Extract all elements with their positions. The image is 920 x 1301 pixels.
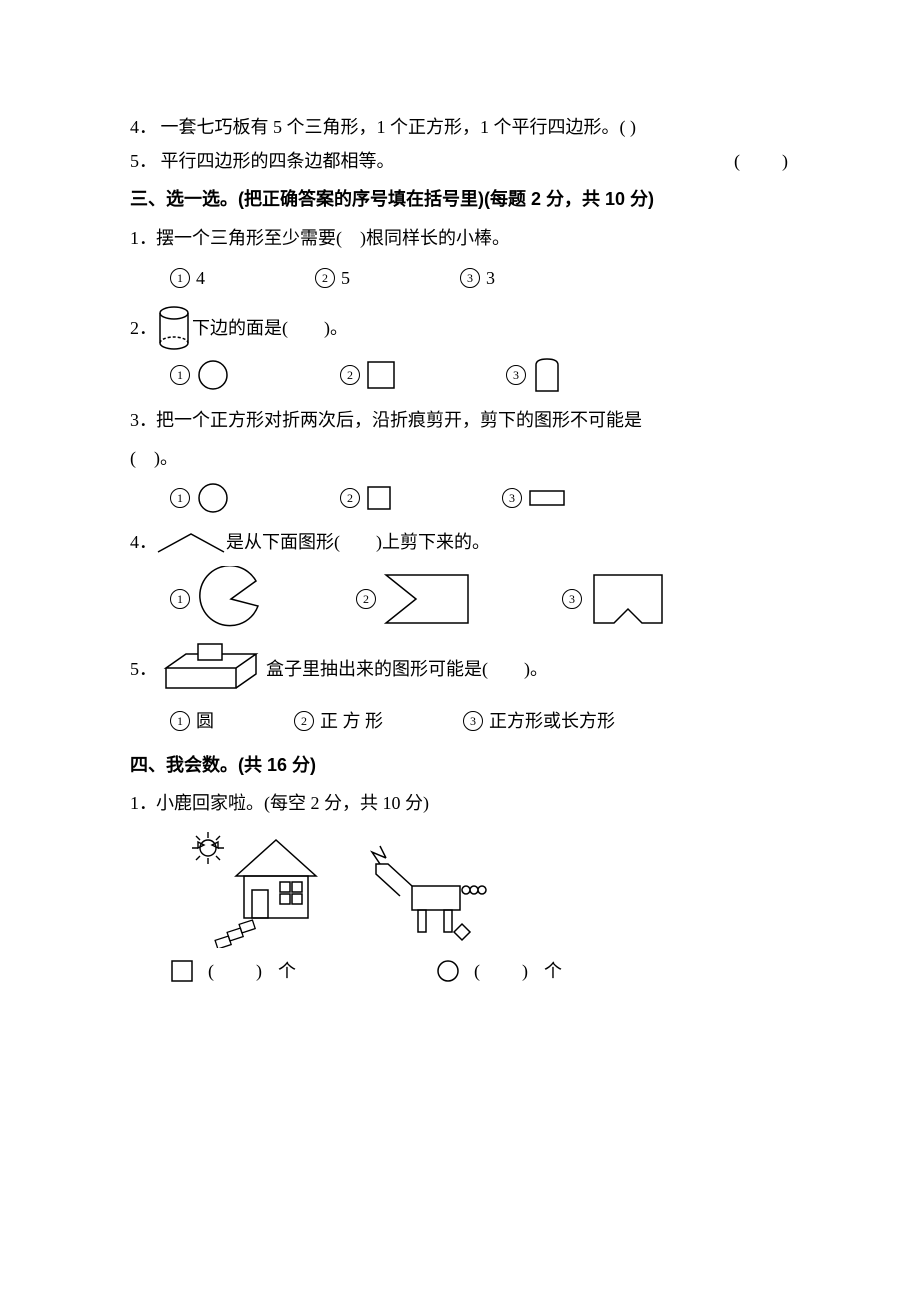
s4-q1-ans2-suffix: 个: [544, 954, 562, 988]
s4-q1-ans1-suffix: 个: [278, 954, 296, 988]
rounded-rect-option-icon: [532, 357, 562, 393]
s3-q4: 4． 是从下面图形( )上剪下来的。: [130, 525, 790, 559]
s3-q3-paren[interactable]: ( )。: [130, 441, 178, 475]
section3-heading: 三、选一选。(把正确答案的序号填在括号里)(每题 2 分，共 10 分): [130, 182, 790, 216]
circle-option-icon: [196, 481, 230, 515]
triangle-top-icon: [156, 530, 226, 554]
s4-q1-num: 1．: [130, 786, 156, 820]
s3-q5-opt2[interactable]: 2正 方 形: [294, 704, 383, 738]
s4-q1: 1． 小鹿回家啦。(每空 2 分，共 10 分): [130, 786, 790, 820]
square-option-icon: [366, 360, 396, 390]
s3-q5-text: 盒子里抽出来的图形可能是( )。: [266, 652, 548, 686]
path-tiles-icon: [215, 920, 255, 948]
s3-q5-num: 5．: [130, 652, 156, 686]
s3-q2-opt1[interactable]: 1: [170, 358, 230, 392]
s3-q2-num: 2．: [130, 311, 156, 345]
bottom-notch-icon: [588, 571, 668, 627]
circled-3-icon: 3: [460, 268, 480, 288]
circled-1-icon: 1: [170, 589, 190, 609]
s4-q1-answers: ( ) 个 ( ) 个: [130, 954, 790, 988]
s3-q3-opt3[interactable]: 3: [502, 488, 566, 508]
circled-1-icon: 1: [170, 488, 190, 508]
s3-q5: 5． 盒子里抽出来的图形可能是( )。: [130, 642, 790, 698]
prev-q4-text: 一套七巧板有 5 个三角形，1 个正方形，1 个平行四边形。( ): [161, 117, 637, 137]
s3-q1-options: 14 25 33: [130, 261, 790, 295]
box-slot-icon: [156, 642, 266, 698]
s4-q1-ans1-paren[interactable]: ( ): [208, 954, 264, 988]
s3-q1-opt1[interactable]: 14: [170, 261, 205, 295]
circled-3-icon: 3: [562, 589, 582, 609]
s3-q5-opt3[interactable]: 3正方形或长方形: [463, 704, 615, 738]
s3-q5-opt1[interactable]: 1圆: [170, 704, 214, 738]
s3-q1-opt3[interactable]: 33: [460, 261, 495, 295]
sun-icon: [192, 832, 224, 864]
circled-3-icon: 3: [506, 365, 526, 385]
prev-q5-num: 5．: [130, 144, 156, 178]
s4-q1-illustration: [130, 828, 790, 948]
s3-q1: 1． 摆一个三角形至少需要( )根同样长的小棒。: [130, 221, 790, 255]
circled-3-icon: 3: [502, 488, 522, 508]
s3-q2: 2． 下边的面是( )。: [130, 305, 790, 351]
s3-q4-opt1[interactable]: 1: [170, 566, 266, 632]
s3-q1-opt2[interactable]: 25: [315, 261, 350, 295]
circled-2-icon: 2: [340, 365, 360, 385]
s3-q2-opt3[interactable]: 3: [506, 357, 562, 393]
circled-1-icon: 1: [170, 711, 190, 731]
s3-q3-opt1[interactable]: 1: [170, 481, 230, 515]
s3-q3-num: 3．: [130, 403, 156, 437]
s3-q4-opt3[interactable]: 3: [562, 571, 668, 627]
s3-q5-options: 1圆 2正 方 形 3正方形或长方形: [130, 704, 790, 738]
s3-q2-opt2[interactable]: 2: [340, 360, 396, 390]
s3-q3-options: 1 2 3: [130, 481, 790, 515]
prev-q5-text: 平行四边形的四条边都相等。: [161, 151, 395, 171]
prev-q5-paren[interactable]: ( ): [734, 144, 790, 178]
square-icon: [170, 959, 194, 983]
s4-q1-ans-circle: ( ) 个: [436, 954, 562, 988]
prev-q4-line: 4． 一套七巧板有 5 个三角形，1 个正方形，1 个平行四边形。( ): [130, 110, 790, 144]
s4-q1-text: 小鹿回家啦。(每空 2 分，共 10 分): [156, 786, 429, 820]
circled-1-icon: 1: [170, 365, 190, 385]
s3-q3-text: 把一个正方形对折两次后，沿折痕剪开，剪下的图形不可能是: [156, 403, 642, 437]
cylinder-icon: [156, 305, 192, 351]
circled-1-icon: 1: [170, 268, 190, 288]
s3-q4-text: 是从下面图形( )上剪下来的。: [226, 525, 490, 559]
s3-q2-text: 下边的面是( )。: [192, 311, 348, 345]
s3-q1-num: 1．: [130, 221, 156, 255]
circled-2-icon: 2: [315, 268, 335, 288]
pacman-icon: [196, 566, 266, 632]
circled-2-icon: 2: [356, 589, 376, 609]
circled-3-icon: 3: [463, 711, 483, 731]
s3-q3: 3． 把一个正方形对折两次后，沿折痕剪开，剪下的图形不可能是: [130, 403, 790, 437]
s4-q1-ans2-paren[interactable]: ( ): [474, 954, 530, 988]
rect-option-icon: [528, 489, 566, 507]
s3-q4-options: 1 2 3: [130, 566, 790, 632]
circle-icon: [436, 959, 460, 983]
s3-q4-num: 4．: [130, 525, 156, 559]
section4-heading: 四、我会数。(共 16 分): [130, 748, 790, 782]
circled-2-icon: 2: [340, 488, 360, 508]
prev-q5-line: 5． 平行四边形的四条边都相等。 ( ): [130, 144, 790, 178]
square-option-icon: [366, 485, 392, 511]
circle-option-icon: [196, 358, 230, 392]
s3-q4-opt2[interactable]: 2: [356, 571, 472, 627]
s3-q1-text: 摆一个三角形至少需要( )根同样长的小棒。: [156, 221, 510, 255]
circled-2-icon: 2: [294, 711, 314, 731]
arrow-notch-icon: [382, 571, 472, 627]
s3-q3-paren-line: ( )。: [130, 441, 790, 475]
s3-q3-opt2[interactable]: 2: [340, 485, 392, 511]
s3-q2-options: 1 2 3: [130, 357, 790, 393]
deer-icon: [372, 846, 486, 940]
prev-q4-num: 4．: [130, 110, 156, 144]
house-icon: [236, 840, 316, 918]
s4-q1-ans-square: ( ) 个: [170, 954, 296, 988]
